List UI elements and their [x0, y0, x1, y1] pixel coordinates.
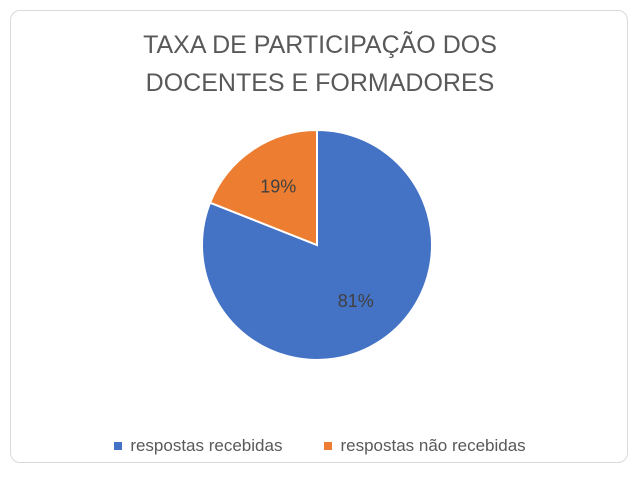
legend-label: respostas não recebidas [340, 436, 526, 455]
pie-slice [201, 128, 433, 361]
data-label: 19% [260, 177, 296, 197]
legend-swatch [324, 442, 333, 450]
data-label: 81% [338, 291, 374, 311]
legend-label: respostas recebidas [130, 436, 283, 455]
legend-item: respostas recebidas [114, 436, 282, 456]
chart-title: TAXA DE PARTICIPAÇÃO DOS DOCENTES E FORM… [143, 31, 497, 97]
legend-swatch [114, 442, 123, 450]
legend: respostas recebidas respostas não recebid… [0, 436, 640, 456]
chart-frame [10, 10, 628, 463]
legend-item: respostas não recebidas [324, 436, 526, 456]
pie-slice [208, 128, 318, 247]
